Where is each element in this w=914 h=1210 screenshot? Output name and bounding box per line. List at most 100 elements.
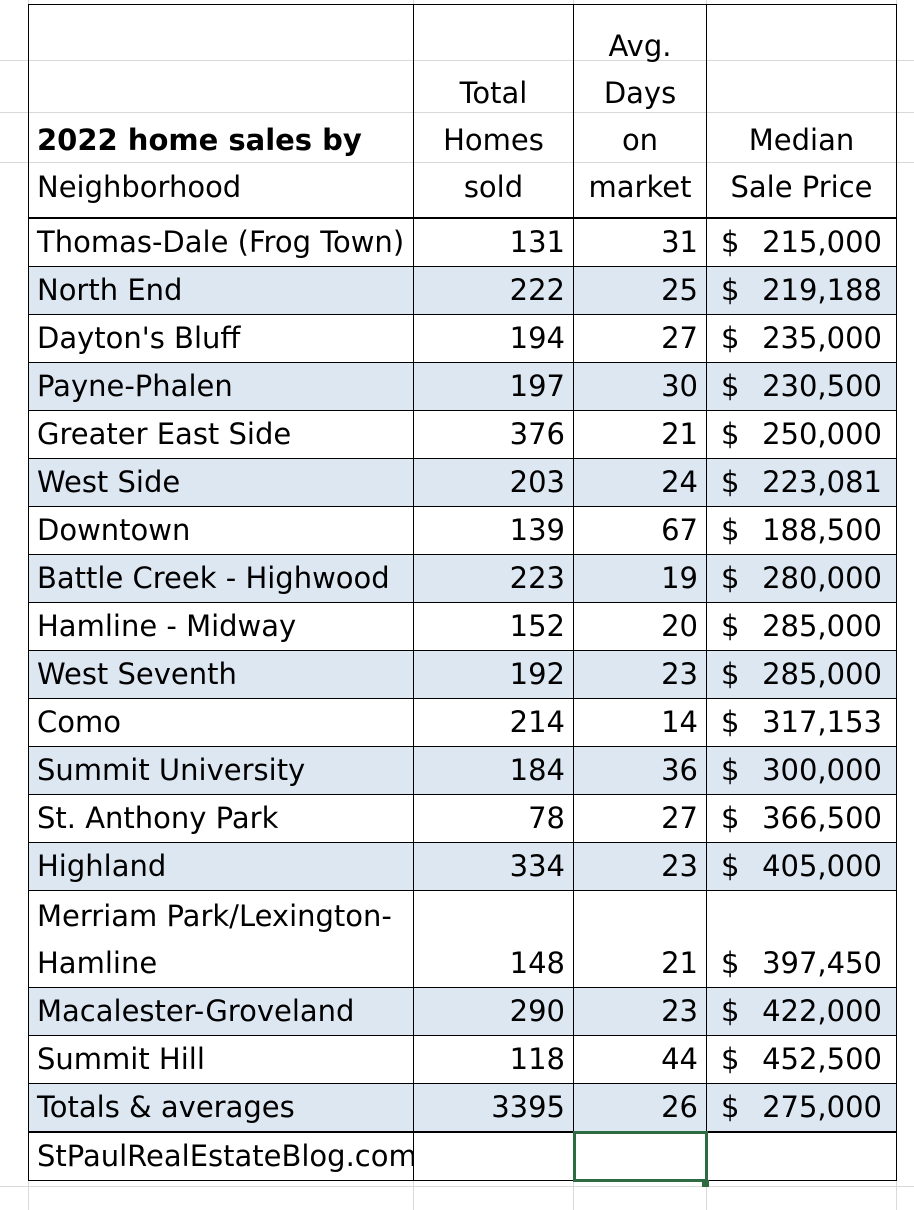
days-on-market-cell[interactable]: 23 (573, 987, 707, 1036)
neighborhood-cell[interactable]: Summit Hill (28, 1035, 414, 1084)
header-total-homes[interactable]: Total Homes sold (413, 4, 574, 219)
homes-sold-cell[interactable]: 334 (413, 842, 574, 891)
days-on-market-cell[interactable]: 27 (573, 314, 707, 363)
median-price-cell[interactable]: $285,000 (706, 602, 897, 651)
homes-sold-cell[interactable]: 214 (413, 698, 574, 747)
days-on-market-cell[interactable]: 26 (573, 1083, 707, 1133)
neighborhood-cell[interactable]: Payne-Phalen (28, 362, 414, 411)
median-price-cell[interactable]: $219,188 (706, 266, 897, 315)
price-amount: 280,000 (762, 561, 882, 595)
price-amount: 235,000 (762, 321, 882, 355)
currency-symbol: $ (721, 465, 740, 499)
median-price-cell[interactable]: $275,000 (706, 1083, 897, 1133)
neighborhood-cell[interactable]: Hamline - Midway (28, 602, 414, 651)
homes-sold-cell[interactable]: 78 (413, 794, 574, 843)
homes-sold-cell[interactable]: 148 (413, 890, 574, 988)
neighborhood-cell[interactable]: Greater East Side (28, 410, 414, 459)
median-price-cell[interactable]: $366,500 (706, 794, 897, 843)
currency-symbol: $ (721, 321, 740, 355)
median-price-cell[interactable]: $422,000 (706, 987, 897, 1036)
currency-symbol: $ (721, 273, 740, 307)
days-on-market-cell[interactable]: 23 (573, 842, 707, 891)
neighborhood-cell[interactable]: Dayton's Bluff (28, 314, 414, 363)
header-avg-days[interactable]: Avg. Days on market (573, 4, 707, 219)
neighborhood-cell[interactable]: Downtown (28, 506, 414, 555)
neighborhood-cell[interactable]: Totals & averages (28, 1083, 414, 1133)
currency-symbol: $ (721, 753, 740, 787)
median-price-cell[interactable]: $452,500 (706, 1035, 897, 1084)
neighborhood-cell[interactable]: West Seventh (28, 650, 414, 699)
days-on-market-cell[interactable]: 31 (573, 217, 707, 267)
median-price-cell[interactable]: $215,000 (706, 217, 897, 267)
neighborhood-cell[interactable]: Battle Creek - Highwood (28, 554, 414, 603)
median-price-cell[interactable]: $317,153 (706, 698, 897, 747)
selected-cell[interactable] (572, 1131, 708, 1182)
table-row: Dayton's Bluff 194 27 $235,000 (28, 314, 897, 363)
days-on-market-cell[interactable]: 36 (573, 746, 707, 795)
selection-fill-handle[interactable] (702, 1180, 709, 1187)
homes-sold-cell[interactable]: 197 (413, 362, 574, 411)
homes-sold-cell[interactable]: 152 (413, 602, 574, 651)
days-on-market-cell[interactable]: 21 (573, 410, 707, 459)
homes-sold-cell[interactable]: 290 (413, 987, 574, 1036)
median-price-cell[interactable]: $285,000 (706, 650, 897, 699)
currency-symbol: $ (721, 561, 740, 595)
table-title[interactable]: 2022 home sales by Neighborhood (28, 4, 414, 219)
home-sales-table: 2022 home sales by Neighborhood Total Ho… (28, 4, 897, 1182)
homes-sold-cell[interactable]: 118 (413, 1035, 574, 1084)
source-cell[interactable]: StPaulRealEstateBlog.com (28, 1131, 414, 1181)
homes-sold-cell[interactable]: 223 (413, 554, 574, 603)
days-on-market-cell[interactable]: 67 (573, 506, 707, 555)
homes-sold-cell[interactable]: 139 (413, 506, 574, 555)
homes-sold-cell[interactable]: 376 (413, 410, 574, 459)
homes-sold-cell[interactable]: 192 (413, 650, 574, 699)
median-price-cell[interactable]: $223,081 (706, 458, 897, 507)
price-amount: 250,000 (762, 417, 882, 451)
table-row: Macalester-Groveland 290 23 $422,000 (28, 987, 897, 1036)
neighborhood-cell[interactable]: Macalester-Groveland (28, 987, 414, 1036)
neighborhood-cell[interactable]: Summit University (28, 746, 414, 795)
homes-sold-cell[interactable]: 131 (413, 217, 574, 267)
days-on-market-cell[interactable]: 27 (573, 794, 707, 843)
neighborhood-cell[interactable]: Highland (28, 842, 414, 891)
days-on-market-cell[interactable]: 20 (573, 602, 707, 651)
days-on-market-cell[interactable]: 24 (573, 458, 707, 507)
homes-sold-cell[interactable]: 222 (413, 266, 574, 315)
median-price-cell[interactable]: $250,000 (706, 410, 897, 459)
price-amount: 230,500 (762, 369, 882, 403)
days-on-market-cell[interactable]: 14 (573, 698, 707, 747)
median-price-cell[interactable]: $230,500 (706, 362, 897, 411)
neighborhood-cell[interactable]: Merriam Park/Lexington-Hamline (28, 890, 414, 988)
median-price-cell[interactable]: $300,000 (706, 746, 897, 795)
table-row: Merriam Park/Lexington-Hamline 148 21 $397,… (28, 890, 897, 988)
median-price-cell[interactable]: $405,000 (706, 842, 897, 891)
days-on-market-cell[interactable]: 21 (573, 890, 707, 988)
table-row: Summit University 184 36 $300,000 (28, 746, 897, 795)
empty-cell[interactable] (413, 1131, 574, 1181)
days-on-market-cell[interactable]: 23 (573, 650, 707, 699)
median-price-cell[interactable]: $280,000 (706, 554, 897, 603)
neighborhood-cell[interactable]: West Side (28, 458, 414, 507)
neighborhood-cell[interactable]: Thomas-Dale (Frog Town) (28, 217, 414, 267)
header-row: 2022 home sales by Neighborhood Total Ho… (28, 4, 897, 219)
neighborhood-cell[interactable]: St. Anthony Park (28, 794, 414, 843)
table-row: West Side 203 24 $223,081 (28, 458, 897, 507)
currency-symbol: $ (721, 657, 740, 691)
empty-cell[interactable] (706, 1131, 897, 1181)
homes-sold-cell[interactable]: 194 (413, 314, 574, 363)
median-price-cell[interactable]: $397,450 (706, 890, 897, 988)
header-median-price[interactable]: Median Sale Price (706, 4, 897, 219)
days-on-market-cell[interactable]: 19 (573, 554, 707, 603)
homes-sold-cell[interactable]: 203 (413, 458, 574, 507)
homes-sold-cell[interactable]: 3395 (413, 1083, 574, 1133)
currency-symbol: $ (721, 994, 740, 1028)
days-on-market-cell[interactable]: 44 (573, 1035, 707, 1084)
median-price-cell[interactable]: $188,500 (706, 506, 897, 555)
neighborhood-cell[interactable]: Como (28, 698, 414, 747)
homes-sold-cell[interactable]: 184 (413, 746, 574, 795)
days-on-market-cell[interactable]: 25 (573, 266, 707, 315)
currency-symbol: $ (721, 1042, 740, 1076)
median-price-cell[interactable]: $235,000 (706, 314, 897, 363)
neighborhood-cell[interactable]: North End (28, 266, 414, 315)
days-on-market-cell[interactable]: 30 (573, 362, 707, 411)
